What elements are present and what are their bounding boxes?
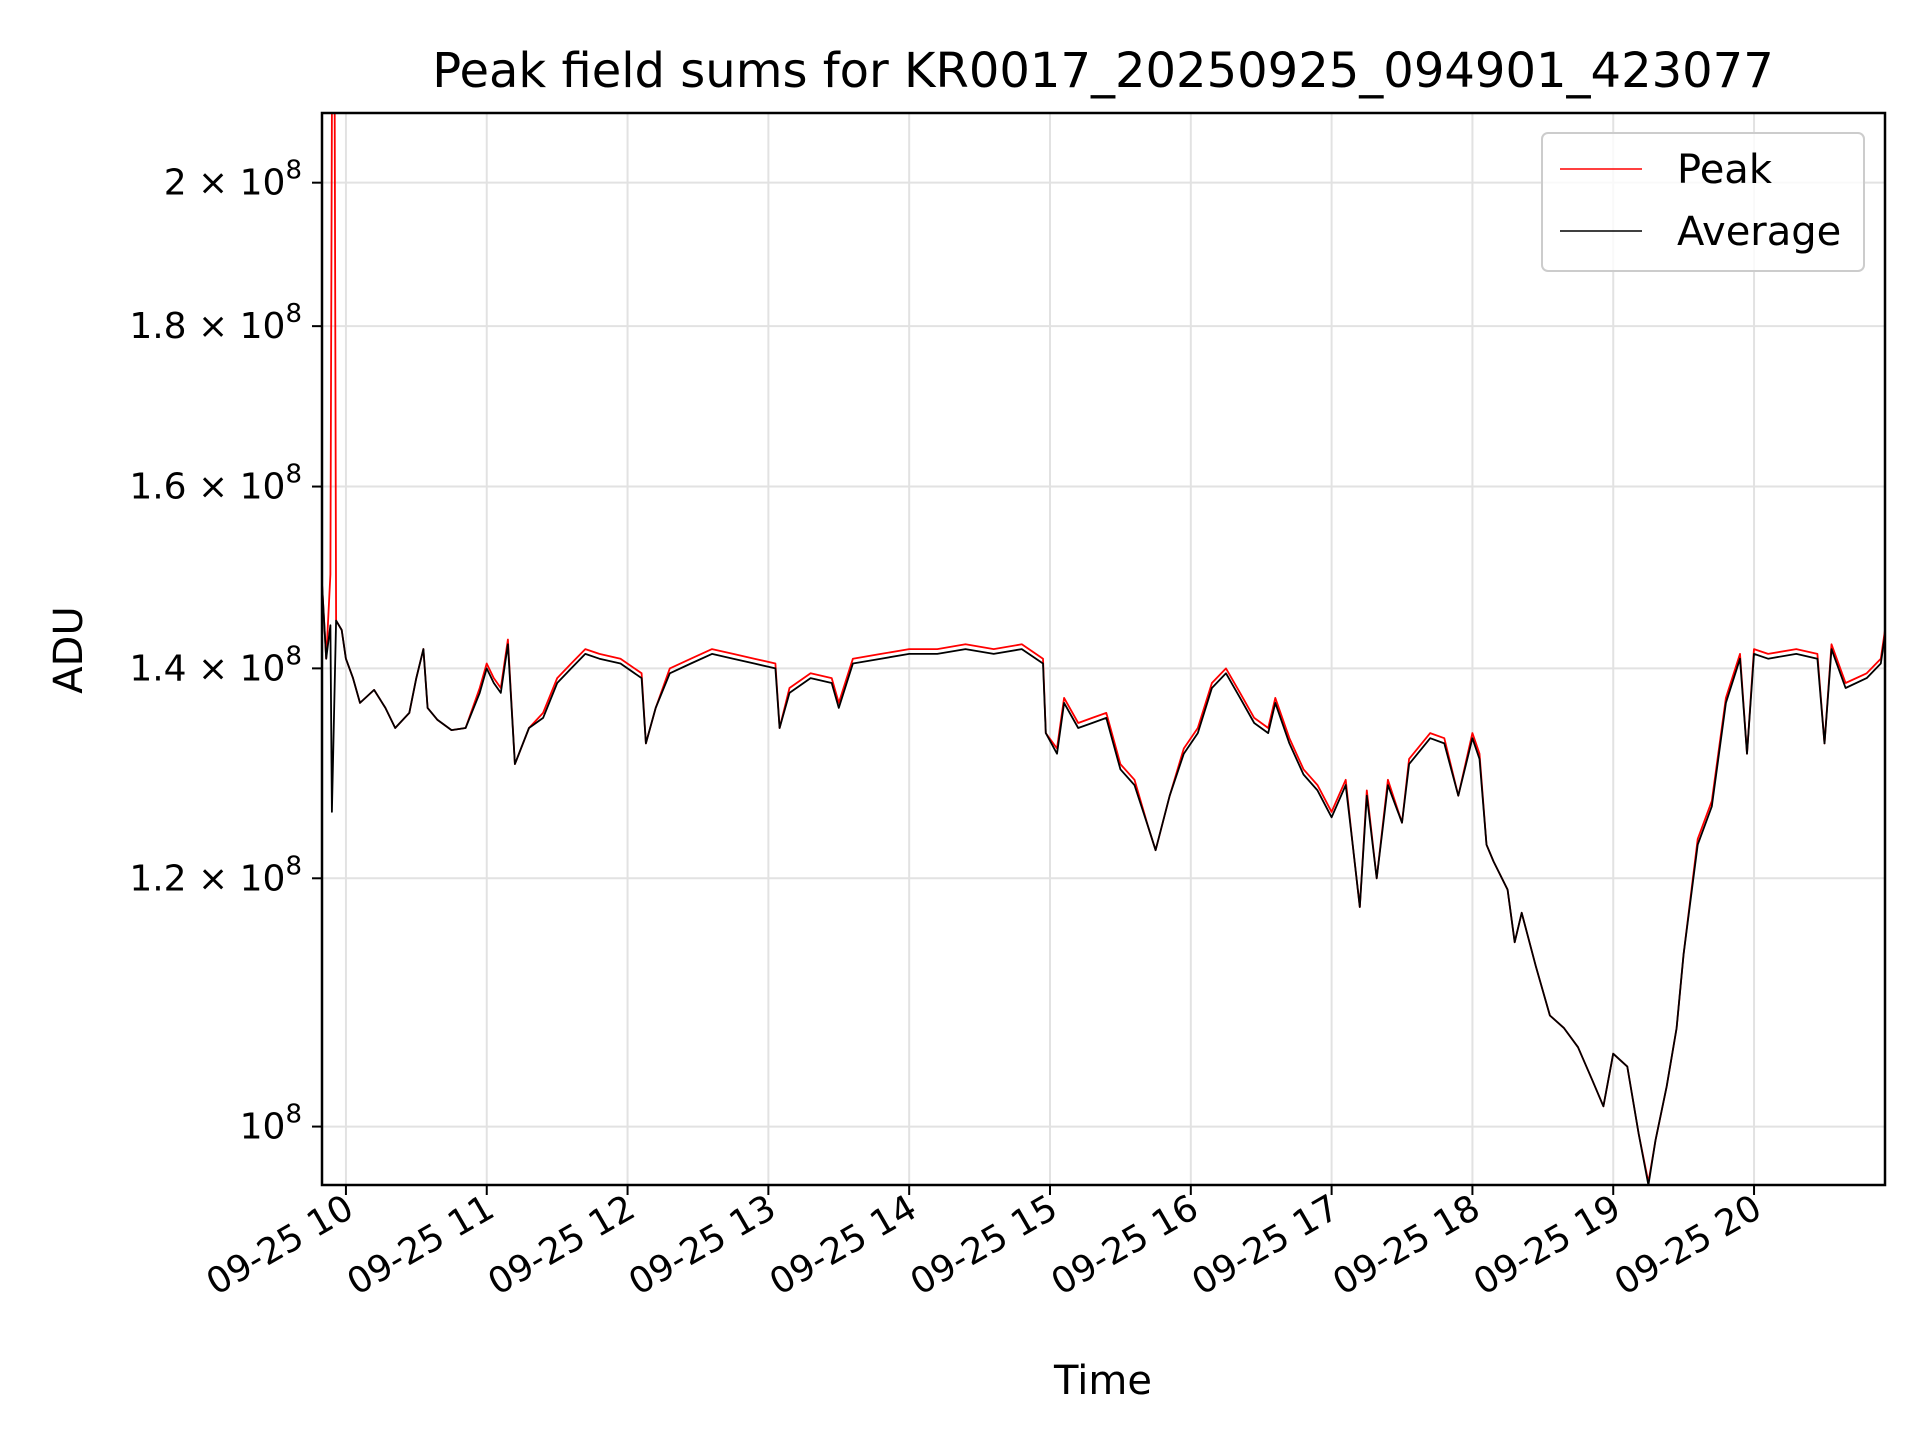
legend-label-peak: Peak [1677, 147, 1773, 193]
x-tick-label: 09-25 16 [1045, 1187, 1206, 1303]
y-tick-label: 1.8 × 108 [129, 299, 302, 347]
y-tick-label: 108 [240, 1100, 302, 1148]
grid-layer [322, 113, 1885, 1185]
series-line-peak [322, 113, 1885, 1184]
chart-title: Peak field sums for KR0017_20250925_0949… [432, 43, 1774, 99]
series-line-average [322, 583, 1885, 1185]
x-tick-label: 09-25 11 [341, 1187, 502, 1303]
plot-frame [320, 111, 1887, 1187]
y-tick-label: 2 × 108 [164, 156, 302, 204]
y-tick-label: 1.6 × 108 [129, 460, 302, 508]
x-tick-label: 09-25 13 [622, 1187, 783, 1303]
y-tick-label: 1.4 × 108 [129, 641, 302, 689]
legend: Peak Average [1541, 132, 1865, 272]
x-tick-label: 09-25 18 [1326, 1187, 1487, 1303]
x-tick-label: 09-25 12 [481, 1187, 642, 1303]
x-tick-label: 09-25 17 [1185, 1187, 1346, 1303]
series-layer [322, 113, 1885, 1185]
x-tick-label: 09-25 10 [200, 1187, 361, 1303]
y-axis-label: ADU [46, 606, 92, 693]
legend-label-average: Average [1677, 209, 1841, 255]
x-tick-label: 09-25 20 [1608, 1187, 1769, 1303]
x-tick-label: 09-25 19 [1467, 1187, 1628, 1303]
legend-box [1541, 132, 1865, 272]
x-axis-label: Time [1053, 1358, 1152, 1404]
y-tick-label: 1.2 × 108 [129, 851, 302, 899]
x-tick-label: 09-25 15 [904, 1187, 1065, 1303]
x-tick-label: 09-25 14 [763, 1187, 924, 1303]
